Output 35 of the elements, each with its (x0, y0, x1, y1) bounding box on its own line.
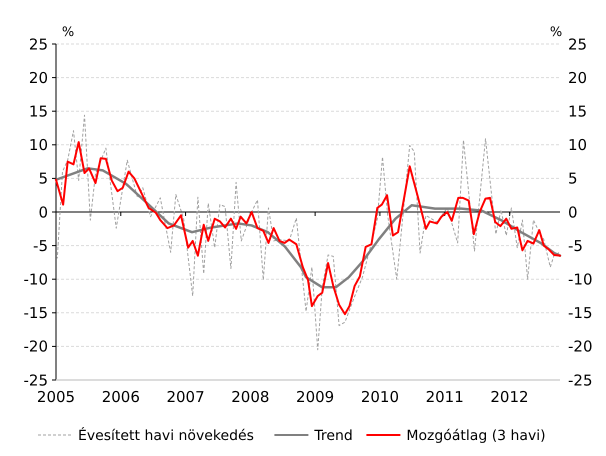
x-tick-label: 2008 (231, 388, 270, 406)
y-axis-title: % (62, 25, 74, 40)
x-tick-label: 2005 (36, 388, 76, 406)
y-tick-label: 10 (28, 136, 48, 154)
y2-axis-title: % (550, 25, 562, 40)
legend-label: Trend (313, 428, 353, 444)
y-tick-label: 5 (38, 170, 48, 188)
y-tick-label: -15 (24, 304, 48, 322)
y-tick-label: 25 (28, 35, 48, 54)
x-tick-label: 2009 (296, 388, 334, 406)
x-tick-label: 2010 (360, 388, 399, 406)
y2-tick-label: 5 (568, 170, 578, 188)
y2-tick-label: 0 (568, 203, 578, 222)
x-tick-label: 2007 (166, 388, 205, 406)
x-tick-label: 2006 (102, 388, 140, 406)
y2-tick-label: 25 (568, 35, 588, 54)
y-tick-label: 0 (38, 203, 48, 222)
y-tick-label: -25 (24, 371, 48, 390)
y2-tick-label: -10 (568, 270, 592, 288)
y-tick-label: -5 (33, 236, 48, 255)
legend-label: Mozgóátlag (3 havi) (406, 428, 546, 444)
y-tick-label: 15 (28, 102, 48, 120)
y-tick-label: 20 (28, 68, 48, 87)
y2-tick-label: -25 (568, 371, 592, 390)
x-tick-label: 2011 (426, 388, 464, 406)
y2-tick-label: -5 (568, 236, 583, 255)
y-tick-label: -10 (24, 270, 48, 288)
y2-tick-label: -15 (568, 304, 592, 322)
y2-tick-label: 20 (568, 68, 588, 87)
y-tick-label: -20 (24, 338, 48, 356)
y2-tick-label: 15 (568, 102, 588, 120)
x-tick-label: 2012 (490, 388, 529, 406)
y2-tick-label: 10 (568, 136, 588, 154)
y2-tick-label: -20 (568, 338, 592, 356)
legend-label: Évesített havi növekedés (78, 427, 254, 444)
